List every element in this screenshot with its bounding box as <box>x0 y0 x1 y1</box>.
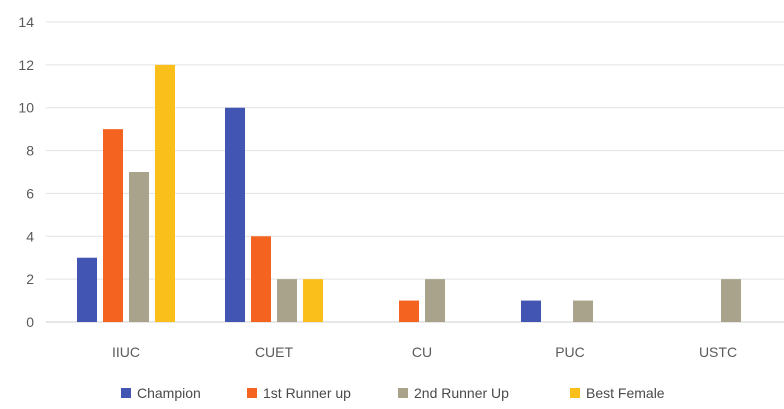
bar-champion-puc <box>521 300 541 322</box>
x-category-label: CUET <box>255 344 294 360</box>
legend-label: Best Female <box>586 385 665 401</box>
legend-label: 2nd Runner Up <box>414 385 509 401</box>
legend-item: Best Female <box>570 385 665 401</box>
bar-1st-runner-up-cu <box>399 300 419 322</box>
legend-swatch <box>121 388 131 398</box>
y-tick-label: 4 <box>26 228 34 244</box>
x-category-label: USTC <box>699 344 737 360</box>
bar-1st-runner-up-iiuc <box>103 129 123 322</box>
x-category-label: IIUC <box>112 344 140 360</box>
bar-best-female-cuet <box>303 279 323 322</box>
legend-label: 1st Runner up <box>263 385 351 401</box>
legend-item: 2nd Runner Up <box>398 385 509 401</box>
y-tick-label: 2 <box>26 271 34 287</box>
bar-champion-iiuc <box>77 257 97 322</box>
bar-2nd-runner-up-puc <box>573 300 593 322</box>
bar-champion-cuet <box>225 107 245 322</box>
bar-2nd-runner-up-cu <box>425 279 445 322</box>
x-axis-categories: IIUC CUET CU PUC USTC <box>112 344 737 360</box>
x-category-label: PUC <box>555 344 585 360</box>
y-tick-label: 6 <box>26 185 34 201</box>
y-tick-label: 0 <box>26 314 34 330</box>
x-category-label: CU <box>412 344 432 360</box>
bar-2nd-runner-up-ustc <box>721 279 741 322</box>
legend-item: Champion <box>121 385 201 401</box>
bars <box>77 64 741 322</box>
legend-swatch <box>570 388 580 398</box>
legend-swatch <box>247 388 257 398</box>
y-tick-label: 12 <box>18 57 34 73</box>
legend-label: Champion <box>137 385 201 401</box>
bar-1st-runner-up-cuet <box>251 236 271 322</box>
legend: Champion 1st Runner up 2nd Runner Up Best F… <box>121 385 665 401</box>
y-tick-label: 10 <box>18 100 34 116</box>
y-tick-label: 14 <box>18 14 34 30</box>
bar-2nd-runner-up-cuet <box>277 279 297 322</box>
y-tick-label: 8 <box>26 143 34 159</box>
bar-2nd-runner-up-iiuc <box>129 172 149 322</box>
bar-best-female-iiuc <box>155 64 175 322</box>
legend-swatch <box>398 388 408 398</box>
y-axis-ticks: 0 2 4 6 8 10 12 14 <box>18 14 34 330</box>
legend-item: 1st Runner up <box>247 385 351 401</box>
